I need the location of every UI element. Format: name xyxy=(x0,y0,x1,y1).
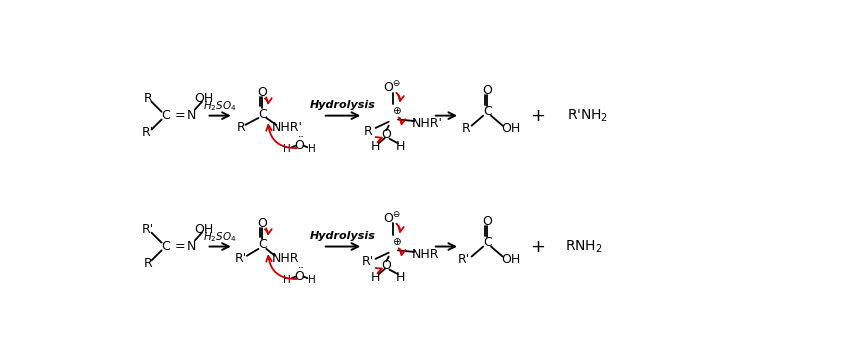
Text: R': R' xyxy=(458,253,470,266)
Text: R: R xyxy=(236,121,245,135)
Text: $\oplus$: $\oplus$ xyxy=(392,236,401,247)
Text: R': R' xyxy=(362,256,374,268)
Text: NHR': NHR' xyxy=(412,117,443,130)
Text: O$^{\ominus}$: O$^{\ominus}$ xyxy=(383,80,402,95)
Text: RNH$_2$: RNH$_2$ xyxy=(565,238,603,255)
Text: H: H xyxy=(396,140,405,153)
Text: R: R xyxy=(462,122,471,135)
Text: R: R xyxy=(363,125,372,138)
Text: R': R' xyxy=(142,126,154,139)
Text: H: H xyxy=(371,271,381,284)
Text: C: C xyxy=(161,240,170,253)
Text: H: H xyxy=(308,275,316,285)
Text: C: C xyxy=(258,239,267,251)
Text: C: C xyxy=(483,105,491,118)
Text: O: O xyxy=(258,217,267,230)
Text: OH: OH xyxy=(195,92,214,105)
Text: $\ddot{\mathsf{O}}$: $\ddot{\mathsf{O}}$ xyxy=(294,137,305,153)
Text: OH: OH xyxy=(501,253,520,266)
Text: NHR: NHR xyxy=(272,252,300,266)
Text: H$_2$SO$_4$: H$_2$SO$_4$ xyxy=(203,230,237,244)
Text: O: O xyxy=(381,129,392,141)
Text: R: R xyxy=(143,257,152,270)
Text: H$_2$SO$_4$: H$_2$SO$_4$ xyxy=(203,99,237,113)
Text: R': R' xyxy=(235,252,247,266)
Text: H: H xyxy=(283,144,291,154)
Text: O: O xyxy=(381,259,392,272)
Text: O: O xyxy=(482,215,492,228)
Text: N: N xyxy=(186,109,196,122)
Text: +: + xyxy=(530,107,545,125)
Text: NHR: NHR xyxy=(411,248,439,261)
Text: $\ddot{\mathsf{O}}$: $\ddot{\mathsf{O}}$ xyxy=(294,268,305,284)
Text: $\oplus$: $\oplus$ xyxy=(392,105,401,116)
Text: +: + xyxy=(530,238,545,256)
Text: H: H xyxy=(308,144,316,154)
Text: R'NH$_2$: R'NH$_2$ xyxy=(567,107,608,124)
Text: C: C xyxy=(161,109,170,122)
Text: Hydrolysis: Hydrolysis xyxy=(310,231,376,241)
Text: NHR': NHR' xyxy=(271,121,302,135)
Text: N: N xyxy=(186,240,196,253)
Text: C: C xyxy=(258,108,267,121)
Text: H: H xyxy=(283,275,291,285)
Text: OH: OH xyxy=(195,223,214,236)
Text: =: = xyxy=(174,109,185,122)
Text: O: O xyxy=(482,84,492,97)
Text: H: H xyxy=(371,140,381,153)
Text: C: C xyxy=(483,236,491,249)
Text: OH: OH xyxy=(501,122,520,135)
Text: R': R' xyxy=(142,223,154,236)
Text: O: O xyxy=(258,86,267,99)
Text: O$^{\ominus}$: O$^{\ominus}$ xyxy=(383,211,402,225)
Text: R: R xyxy=(143,92,152,105)
Text: H: H xyxy=(396,271,405,284)
Text: =: = xyxy=(174,240,185,253)
Text: Hydrolysis: Hydrolysis xyxy=(310,100,376,110)
